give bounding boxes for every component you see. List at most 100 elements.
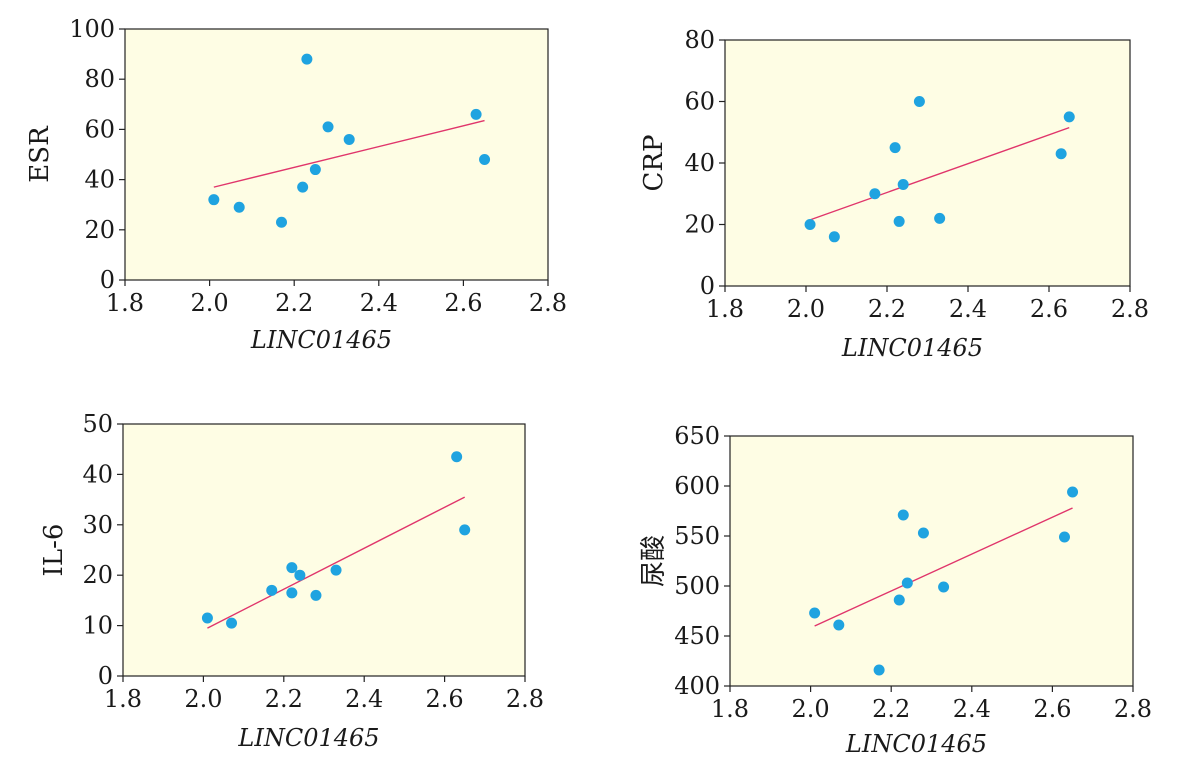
y-tick-label: 650	[674, 422, 720, 450]
y-tick-label: 600	[674, 472, 720, 500]
data-point	[917, 527, 929, 539]
x-axis-label: LINC01465	[250, 326, 392, 354]
data-point	[201, 612, 213, 624]
y-tick-label: 20	[82, 561, 113, 589]
data-point	[889, 142, 901, 154]
x-tick-label: 2.0	[787, 295, 825, 323]
data-point	[470, 108, 482, 120]
x-axis-label: LINC01465	[845, 730, 987, 758]
y-tick-label: 80	[684, 26, 715, 54]
x-axis-label: LINC01465	[237, 724, 379, 752]
data-point	[828, 231, 840, 243]
y-tick-label: 40	[84, 166, 115, 194]
data-point	[804, 219, 816, 230]
x-tick-label: 2.0	[184, 685, 222, 713]
x-tick-label: 2.0	[792, 695, 830, 723]
x-tick-label: 2.2	[275, 289, 313, 317]
regression-line	[809, 126, 1070, 221]
y-axis-label: 尿酸	[639, 535, 669, 587]
data-point	[873, 664, 885, 676]
y-axis-label: IL-6	[39, 524, 69, 577]
y-tick-label: 400	[674, 672, 720, 700]
data-point	[330, 564, 342, 576]
y-tick-label: 30	[82, 511, 113, 539]
x-tick-label: 2.4	[345, 685, 383, 713]
x-tick-label: 2.6	[426, 685, 464, 713]
data-point	[809, 607, 821, 619]
data-point	[897, 509, 909, 521]
y-tick-label: 500	[674, 572, 720, 600]
y-tick-label: 450	[674, 622, 720, 650]
data-point	[869, 188, 881, 200]
data-point	[1063, 111, 1075, 123]
data-point	[286, 562, 298, 574]
x-tick-label: 2.2	[872, 695, 910, 723]
x-tick-label: 2.2	[265, 685, 303, 713]
data-point	[294, 569, 306, 581]
y-tick-label: 10	[82, 612, 113, 640]
x-tick-label: 2.8	[1111, 295, 1149, 323]
data-point	[934, 212, 946, 224]
chart-panel-1: 1.8 2.0 2.2 2.4 2.6 2.8 0 20 40 60 80 100 LINC01465 E…	[25, 15, 567, 354]
y-tick-label: 0	[700, 272, 715, 300]
regression-line	[213, 119, 485, 188]
data-point	[266, 584, 278, 596]
x-tick-label: 2.8	[529, 289, 567, 317]
data-point	[286, 587, 298, 599]
data-point	[226, 617, 238, 629]
data-point	[459, 524, 471, 536]
data-point	[893, 594, 905, 606]
data-point	[322, 121, 334, 133]
data-point	[343, 133, 355, 145]
plot-area	[122, 423, 526, 677]
x-tick-label: 2.4	[953, 695, 991, 723]
x-tick-label: 1.8	[106, 289, 144, 317]
plot-area	[124, 28, 549, 281]
y-tick-label: 100	[69, 15, 115, 43]
data-point	[938, 581, 950, 593]
y-tick-label: 60	[684, 88, 715, 116]
x-tick-label: 2.0	[191, 289, 229, 317]
data-point	[297, 181, 309, 193]
x-tick-label: 2.8	[1114, 695, 1152, 723]
data-point	[833, 619, 845, 631]
data-point	[897, 179, 909, 191]
data-point	[310, 589, 322, 601]
data-point	[276, 216, 288, 228]
data-point	[1058, 531, 1070, 543]
data-point	[479, 154, 491, 166]
y-tick-label: 40	[684, 149, 715, 177]
regression-line	[207, 496, 466, 629]
data-point	[309, 164, 321, 176]
y-axis-label: CRP	[639, 135, 669, 192]
plot-area	[729, 435, 1134, 687]
data-point	[1067, 486, 1079, 498]
chart-panel-2: 1.8 2.0 2.2 2.4 2.6 2.8 0 20 40 60 80 LINC01465 CRP	[639, 26, 1149, 362]
data-point	[451, 451, 463, 463]
data-point	[913, 96, 925, 107]
data-point	[233, 201, 245, 213]
y-tick-label: 20	[684, 211, 715, 239]
x-tick-label: 1.8	[711, 695, 749, 723]
data-point	[208, 194, 220, 206]
data-point	[1055, 148, 1067, 160]
x-tick-label: 2.2	[868, 295, 906, 323]
chart-panel-3: 1.8 2.0 2.2 2.4 2.6 2.8 0 10 20 30 40 50 LINC01465 IL…	[39, 410, 544, 752]
y-tick-label: 550	[674, 522, 720, 550]
x-tick-label: 2.6	[444, 289, 482, 317]
x-tick-label: 2.4	[360, 289, 398, 317]
chart-panel-4: 1.8 2.0 2.2 2.4 2.6 2.8 400 450 500 550 600 650 LINC…	[639, 422, 1152, 758]
data-point	[893, 215, 905, 227]
y-tick-label: 50	[82, 410, 113, 438]
x-tick-label: 2.8	[506, 685, 544, 713]
y-tick-label: 0	[98, 662, 113, 690]
y-tick-label: 40	[82, 460, 113, 488]
y-tick-label: 60	[84, 115, 115, 143]
y-tick-label: 0	[100, 266, 115, 294]
x-tick-label: 1.8	[706, 295, 744, 323]
plot-area	[724, 39, 1131, 287]
x-tick-label: 1.8	[104, 685, 142, 713]
data-point	[301, 53, 313, 65]
x-tick-label: 2.4	[949, 295, 987, 323]
